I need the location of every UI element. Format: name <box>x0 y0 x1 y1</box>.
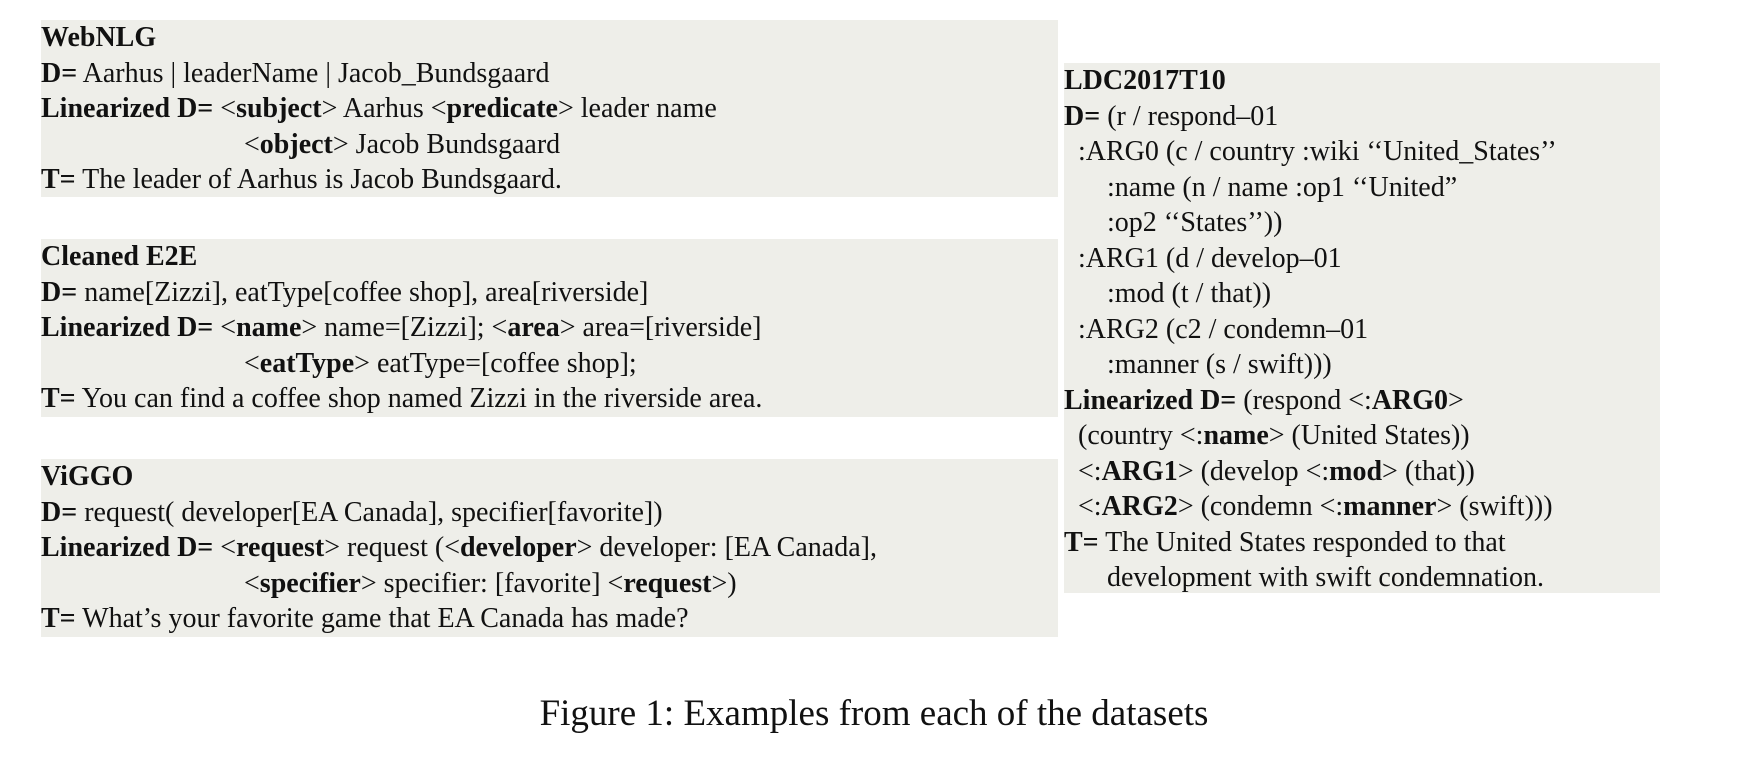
lin-tag: name <box>236 312 302 343</box>
d-label: D= <box>1064 100 1101 132</box>
d-value: request( developer[EA Canada], specifier… <box>77 496 663 528</box>
lin-text: > (swift))) <box>1436 491 1553 522</box>
ldc-lin-line: (country <:name> (United States)) <box>1064 418 1660 454</box>
t-label: T= <box>41 603 76 634</box>
e2e-lin-line-2: <eatType> eatType=[coffee shop]; <box>41 346 1058 382</box>
lin-text: > leader name <box>557 93 717 124</box>
viggo-t-line: T= What’s your favorite game that EA Can… <box>41 601 1058 637</box>
ldc-lin-line: <:ARG1> (develop <:mod> (that)) <box>1064 454 1660 490</box>
lin-text: > eatType=[coffee shop]; <box>354 347 637 379</box>
t-value: The United States responded to that <box>1098 526 1506 558</box>
ldc-lin-line: <:ARG2> (condemn <:manner> (swift))) <box>1064 489 1660 525</box>
d-label: D= <box>41 276 78 308</box>
lin-tag: ARG2 <box>1101 491 1178 522</box>
e2e-title: Cleaned E2E <box>41 241 198 272</box>
webnlg-lin-line-1: Linearized D= <subject> Aarhus <predicat… <box>41 91 1058 127</box>
e2e-t-line: T= You can find a coffee shop named Zizz… <box>41 381 1058 417</box>
lin-text: >) <box>711 567 737 599</box>
t-value: You can find a coffee shop named Zizzi i… <box>75 383 763 414</box>
ldc-amr-line: :ARG0 (c / country :wiki ‘‘United_States… <box>1078 136 1557 167</box>
figure-caption: Figure 1: Examples from each of the data… <box>539 693 1209 734</box>
lin-label: Linearized D= <box>41 93 214 124</box>
viggo-lin-line-2: <specifier> specifier: [favorite] <reque… <box>41 566 1058 602</box>
lin-text: (country <: <box>1078 420 1204 451</box>
e2e-d-line: D= name[Zizzi], eatType[coffee shop], ar… <box>41 275 1058 311</box>
t-value: What’s your favorite game that EA Canada… <box>75 603 689 634</box>
lin-text: > developer: [EA Canada], <box>576 532 877 563</box>
d-value: (r / respond–01 <box>1100 100 1279 132</box>
lin-text: (respond <: <box>1236 384 1372 416</box>
lin-text: <: <box>1078 455 1102 487</box>
d-label: D= <box>41 57 78 89</box>
ldc-amr-line: :name (n / name :op1 ‘‘United” <box>1107 171 1458 203</box>
t-value: The leader of Aarhus is Jacob Bundsgaard… <box>75 164 562 195</box>
lin-tag: eatType <box>259 347 355 379</box>
webnlg-lin-line-2: <object> Jacob Bundsgaard <box>41 127 1058 163</box>
lin-text: <: <box>1078 491 1102 522</box>
lin-tag: manner <box>1343 491 1437 522</box>
lin-tag: area <box>507 312 560 343</box>
ldc-t-line-2: development with swift condemnation. <box>1107 562 1545 593</box>
ldc-amr-line: :mod (t / that)) <box>1107 278 1272 309</box>
lin-text: > specifier: [favorite] < <box>360 567 624 599</box>
lin-tag: subject <box>236 93 322 124</box>
lin-text: < <box>244 347 260 379</box>
lin-text: > Aarhus < <box>321 93 447 124</box>
lin-tag: specifier <box>259 567 361 599</box>
ldc-lin-line-1: Linearized D= (respond <:ARG0> <box>1064 383 1660 419</box>
lin-text: < <box>244 128 260 160</box>
ldc-title: LDC2017T10 <box>1064 65 1226 96</box>
webnlg-d-line: D= Aarhus | leaderName | Jacob_Bundsgaar… <box>41 56 1058 92</box>
lin-tag: developer <box>459 532 577 563</box>
d-value: Aarhus | leaderName | Jacob_Bundsgaard <box>77 57 550 89</box>
d-value: name[Zizzi], eatType[coffee shop], area[… <box>77 276 649 308</box>
lin-text: > <box>1448 384 1464 416</box>
lin-text: > (United States)) <box>1268 420 1470 451</box>
lin-text: > area=[riverside] <box>559 312 762 343</box>
lin-text: > request (< <box>324 532 460 563</box>
lin-text: > (that)) <box>1382 455 1475 487</box>
lin-label: Linearized D= <box>41 532 214 563</box>
lin-tag: ARG1 <box>1101 455 1178 487</box>
viggo-title: ViGGO <box>41 461 134 492</box>
lin-text: > (condemn <: <box>1177 491 1344 522</box>
ldc-amr-line: :ARG1 (d / develop–01 <box>1078 242 1342 274</box>
lin-tag: request <box>623 567 712 599</box>
t-label: T= <box>1064 526 1099 558</box>
e2e-example-box: Cleaned E2E D= name[Zizzi], eatType[coff… <box>41 239 1058 417</box>
lin-text: > (develop <: <box>1177 455 1330 487</box>
webnlg-example-box: WebNLG D= Aarhus | leaderName | Jacob_Bu… <box>41 20 1058 197</box>
lin-text: < <box>213 532 237 563</box>
lin-tag: mod <box>1329 455 1383 487</box>
webnlg-title: WebNLG <box>41 22 157 53</box>
lin-text: < <box>213 312 237 343</box>
viggo-lin-line-1: Linearized D= <request> request (<develo… <box>41 530 1058 566</box>
ldc-example-box: LDC2017T10 D= (r / respond–01 :ARG0 (c /… <box>1064 63 1660 593</box>
ldc-t-line: T= The United States responded to that <box>1064 525 1660 561</box>
lin-text: > name=[Zizzi]; < <box>301 312 508 343</box>
lin-label: Linearized D= <box>41 312 214 343</box>
lin-text: < <box>244 567 260 599</box>
e2e-lin-line-1: Linearized D= <name> name=[Zizzi]; <area… <box>41 310 1058 346</box>
t-label: T= <box>41 383 76 414</box>
viggo-example-box: ViGGO D= request( developer[EA Canada], … <box>41 459 1058 637</box>
lin-tag: request <box>236 532 325 563</box>
lin-tag: predicate <box>446 93 558 124</box>
ldc-d-line: D= (r / respond–01 <box>1064 99 1660 135</box>
lin-tag: ARG0 <box>1371 384 1449 416</box>
lin-tag: object <box>259 128 333 160</box>
t-label: T= <box>41 164 76 195</box>
lin-label: Linearized D= <box>1064 384 1237 416</box>
viggo-d-line: D= request( developer[EA Canada], specif… <box>41 495 1058 531</box>
lin-text: > Jacob Bundsgaard <box>332 128 561 160</box>
lin-tag: name <box>1203 420 1269 451</box>
ldc-amr-line: :manner (s / swift))) <box>1107 349 1332 380</box>
webnlg-t-line: T= The leader of Aarhus is Jacob Bundsga… <box>41 162 1058 198</box>
lin-text: < <box>213 93 237 124</box>
d-label: D= <box>41 496 78 528</box>
ldc-amr-line: :op2 ‘‘States’’)) <box>1107 207 1283 238</box>
ldc-amr-line: :ARG2 (c2 / condemn–01 <box>1078 313 1369 345</box>
